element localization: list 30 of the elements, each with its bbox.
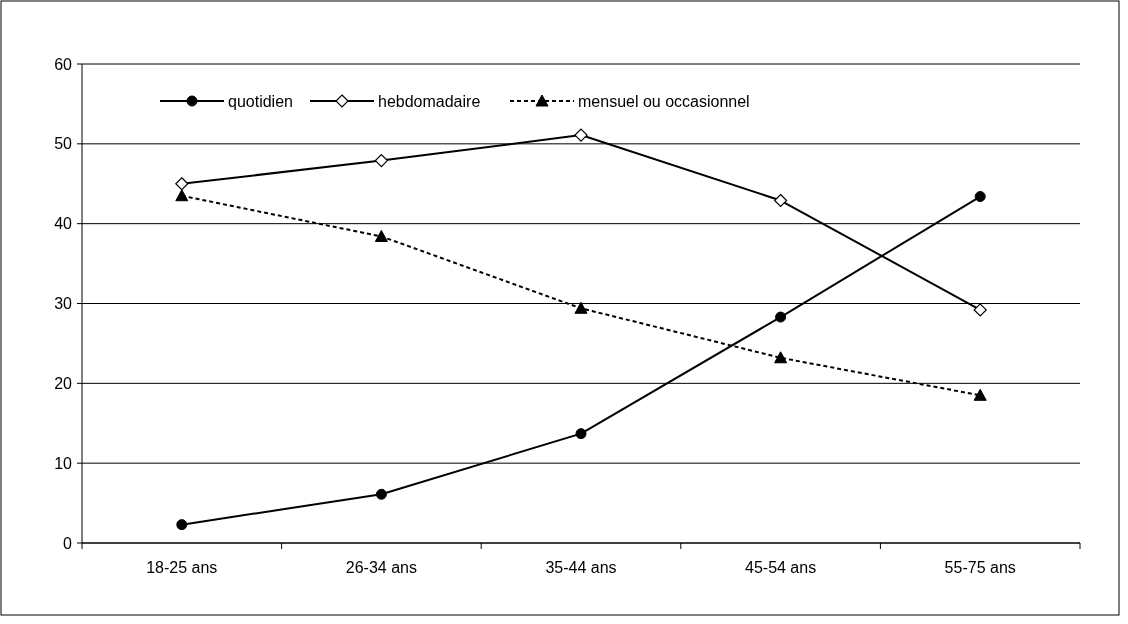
legend-label: hebdomadaire	[378, 92, 481, 110]
point	[374, 154, 388, 168]
point	[973, 303, 987, 317]
x-tick-label: 35-44 ans	[545, 559, 617, 576]
y-tick-label: 30	[54, 295, 73, 313]
point	[374, 229, 388, 242]
point	[973, 388, 987, 401]
x-tick-label: 26-34 ans	[345, 559, 417, 576]
legend-label: quotidien	[228, 92, 293, 110]
point	[375, 488, 387, 500]
y-tick-label: 50	[54, 135, 73, 153]
point	[176, 519, 188, 531]
point	[574, 128, 588, 142]
y-tick-label: 20	[54, 374, 73, 392]
y-tick-label: 10	[54, 454, 73, 472]
point	[774, 351, 788, 364]
x-tick-label: 45-54 ans	[745, 559, 817, 576]
legend-label: mensuel ou occasionnel	[578, 92, 750, 110]
y-tick-label: 60	[54, 55, 73, 73]
x-tick-label: 18-25 ans	[146, 559, 218, 576]
x-tick-label: 55-75 ans	[944, 559, 1016, 576]
point	[175, 189, 189, 202]
point	[774, 193, 788, 208]
y-tick-label: 0	[63, 534, 73, 552]
point	[574, 301, 588, 314]
y-tick-label: 40	[54, 215, 73, 233]
point	[974, 191, 986, 203]
point	[575, 428, 587, 440]
point	[175, 177, 189, 191]
point	[775, 311, 787, 323]
